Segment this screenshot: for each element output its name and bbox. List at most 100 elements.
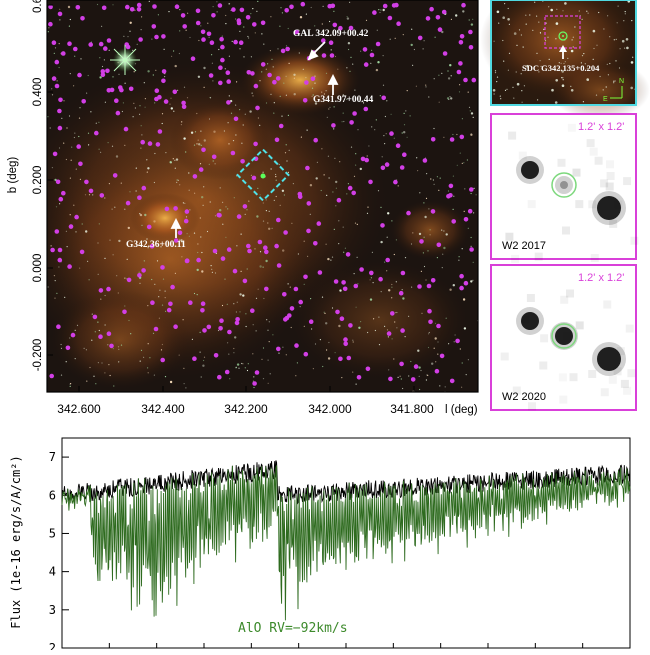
inset-star	[508, 23, 510, 25]
source-marker	[192, 356, 197, 362]
stamp-noise	[588, 200, 597, 209]
target-region-box	[236, 148, 290, 202]
background-star	[113, 385, 115, 387]
background-star	[117, 346, 120, 348]
background-star	[61, 117, 63, 119]
background-star	[472, 279, 474, 281]
background-star	[366, 155, 368, 157]
background-star	[458, 259, 460, 261]
source-marker	[425, 16, 431, 21]
source-marker	[219, 318, 224, 324]
background-star	[328, 108, 330, 110]
background-star	[156, 260, 159, 262]
background-star	[216, 11, 218, 13]
source-marker	[328, 40, 334, 45]
background-star	[244, 213, 246, 215]
source-marker	[218, 326, 223, 331]
source-marker	[226, 79, 231, 84]
background-star	[139, 113, 141, 115]
inset-star	[574, 26, 576, 28]
background-star	[118, 348, 120, 350]
background-star	[99, 57, 101, 59]
inset-large-panel: SDC G342.135+0.204 N E	[480, 0, 650, 120]
background-star	[391, 338, 393, 340]
background-star	[419, 388, 421, 391]
stamp-source	[597, 347, 621, 371]
background-star	[185, 29, 187, 31]
background-star	[357, 129, 359, 131]
background-star	[423, 202, 425, 204]
inset-star	[545, 22, 547, 24]
source-marker	[280, 48, 286, 54]
background-star	[275, 179, 277, 181]
background-star	[92, 194, 94, 196]
background-star	[467, 359, 469, 361]
background-star	[267, 222, 269, 224]
background-star	[353, 175, 356, 177]
stamp-noise	[505, 232, 514, 241]
source-marker	[70, 332, 76, 338]
background-star	[349, 70, 351, 72]
background-star	[148, 0, 150, 2]
background-star	[399, 375, 401, 377]
background-star	[244, 113, 246, 115]
source-marker	[468, 29, 473, 35]
source-marker	[348, 25, 354, 31]
source-marker	[294, 29, 300, 35]
background-star	[69, 177, 71, 179]
source-marker	[349, 120, 354, 125]
background-star	[181, 241, 183, 243]
x-tick-label: 342.600	[57, 402, 101, 416]
x-tick-label: 342.200	[224, 402, 268, 416]
background-star	[411, 28, 413, 30]
x-axis-label: l (deg)	[445, 404, 478, 416]
inset-star	[560, 62, 562, 64]
background-star	[369, 279, 371, 281]
background-star	[338, 220, 340, 222]
background-star	[170, 162, 172, 164]
background-star	[206, 230, 209, 233]
source-marker	[88, 42, 93, 47]
source-marker	[441, 9, 447, 15]
inset-target-circle	[558, 31, 568, 41]
background-star	[60, 343, 62, 346]
source-marker	[402, 152, 407, 157]
background-star	[71, 146, 73, 148]
background-star	[379, 11, 381, 14]
stamp-noise	[606, 172, 615, 180]
background-star	[259, 265, 262, 268]
inset-star	[555, 79, 558, 82]
background-star	[272, 334, 274, 336]
inset-star	[598, 11, 600, 14]
background-star	[104, 324, 106, 326]
source-marker	[240, 159, 245, 164]
background-star	[458, 256, 460, 258]
inset-star	[592, 58, 594, 60]
background-star	[236, 363, 240, 366]
background-star	[472, 18, 474, 20]
background-star	[470, 23, 474, 26]
stamp-noise	[616, 347, 625, 356]
background-star	[443, 230, 445, 232]
inset-star	[583, 53, 585, 55]
background-star	[239, 109, 241, 111]
inset-star	[562, 10, 564, 12]
background-star	[227, 342, 229, 344]
background-star	[103, 59, 105, 61]
background-star	[210, 265, 212, 267]
background-star	[104, 257, 106, 259]
background-star	[359, 167, 362, 171]
background-star	[314, 82, 316, 84]
source-marker	[368, 179, 373, 185]
background-star	[329, 106, 331, 108]
x-axis	[78, 386, 415, 392]
background-star	[197, 243, 199, 245]
background-star	[428, 96, 430, 98]
background-star	[375, 68, 379, 72]
background-star	[228, 353, 230, 355]
inset-star	[522, 46, 524, 48]
background-star	[256, 10, 258, 12]
background-star	[311, 87, 314, 89]
inset-star	[503, 60, 505, 62]
background-star	[355, 306, 357, 308]
